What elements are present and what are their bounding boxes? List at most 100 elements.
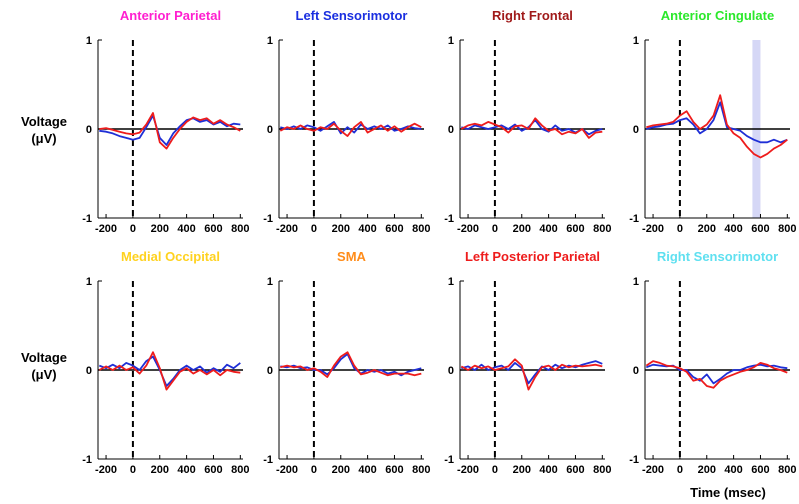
x-tick-label: 0 <box>492 223 498 235</box>
x-tick-label: 0 <box>311 223 317 235</box>
x-tick-label: 600 <box>204 464 222 476</box>
y-tick-label: -1 <box>82 213 92 225</box>
panel-6: Left Posterior Parietal 1 0 -1-200 0 200 400 60… <box>444 249 611 476</box>
y-tick-label: 0 <box>86 124 92 136</box>
x-tick-label: 200 <box>698 464 716 476</box>
x-tick-label: 200 <box>151 464 169 476</box>
series-line-1 <box>280 351 422 379</box>
x-tick-label: 200 <box>698 223 716 235</box>
x-tick-label: 600 <box>751 223 769 235</box>
x-tick-label: 600 <box>566 223 584 235</box>
x-tick-label: 600 <box>385 223 403 235</box>
x-tick-label: 600 <box>204 223 222 235</box>
x-tick-label: -200 <box>642 464 664 476</box>
y-tick-label: 0 <box>633 365 639 377</box>
x-tick-label: 800 <box>231 464 249 476</box>
panel-title: Anterior Cingulate <box>661 8 774 23</box>
panel-2: Right Frontal 1 0 -1-200 0 200 400 600 800 <box>444 8 611 235</box>
x-tick-label: 800 <box>412 464 430 476</box>
y-axis-label-bottom-line2: (μV) <box>31 367 56 382</box>
x-tick-label: 400 <box>358 223 376 235</box>
panel-7: Right Sensorimotor 1 0 -1-200 0 200 400 600 800 <box>629 249 796 476</box>
series-line-0 <box>99 114 241 146</box>
x-tick-label: 600 <box>751 464 769 476</box>
panel-title: SMA <box>337 249 367 264</box>
x-tick-label: 0 <box>130 464 136 476</box>
series-line-1 <box>279 121 422 138</box>
x-tick-label: 600 <box>566 464 584 476</box>
series-line-0 <box>646 101 788 144</box>
x-tick-label: 400 <box>539 223 557 235</box>
y-tick-label: 1 <box>633 276 639 288</box>
x-tick-label: -200 <box>276 464 298 476</box>
x-tick-label: 200 <box>332 464 350 476</box>
x-tick-label: 0 <box>492 464 498 476</box>
panel-title: Right Frontal <box>492 8 573 23</box>
series-line-1 <box>645 360 788 389</box>
series-line-1 <box>99 112 241 150</box>
y-tick-label: 0 <box>86 365 92 377</box>
y-axis-label-bottom-line1: Voltage <box>21 350 67 365</box>
x-tick-label: -200 <box>95 223 117 235</box>
panel-4: Medial Occipital 1 0 -1-200 0 200 400 600 800 <box>82 249 249 476</box>
series-line-0 <box>98 355 241 387</box>
series-line-1 <box>646 94 788 159</box>
x-tick-label: -200 <box>95 464 117 476</box>
y-tick-label: 1 <box>448 276 454 288</box>
x-tick-label: 800 <box>231 223 249 235</box>
y-tick-label: 1 <box>86 35 92 47</box>
x-tick-label: 0 <box>677 464 683 476</box>
y-axis-label-top-line1: Voltage <box>21 114 67 129</box>
y-tick-label: -1 <box>263 454 273 466</box>
panel-0: Anterior Parietal 1 0 -1-200 0 200 400 600 800 <box>82 8 249 235</box>
series-line-1 <box>98 351 241 391</box>
panel-1: Left Sensorimotor 1 0 -1-200 0 200 400 600 800 <box>263 8 430 235</box>
y-tick-label: -1 <box>444 213 454 225</box>
y-tick-label: 0 <box>633 124 639 136</box>
x-tick-label: -200 <box>457 464 479 476</box>
series-line-0 <box>645 363 788 385</box>
series-line-1 <box>460 117 603 139</box>
panel-title: Right Sensorimotor <box>657 249 778 264</box>
x-tick-label: 0 <box>677 223 683 235</box>
x-tick-label: 200 <box>151 223 169 235</box>
x-tick-label: 800 <box>778 223 796 235</box>
series-line-0 <box>461 360 603 385</box>
x-tick-label: 200 <box>513 464 531 476</box>
series-line-1 <box>460 358 603 391</box>
y-tick-label: 1 <box>267 276 273 288</box>
x-tick-label: 0 <box>311 464 317 476</box>
panel-title: Left Posterior Parietal <box>465 249 600 264</box>
y-tick-label: -1 <box>629 454 639 466</box>
panel-title: Anterior Parietal <box>120 8 221 23</box>
y-tick-label: 1 <box>86 276 92 288</box>
x-tick-label: 400 <box>177 223 195 235</box>
x-tick-label: 600 <box>385 464 403 476</box>
x-tick-label: 200 <box>332 223 350 235</box>
x-tick-label: 800 <box>593 464 611 476</box>
x-axis-label: Time (msec) <box>690 485 766 500</box>
y-tick-label: -1 <box>444 454 454 466</box>
y-tick-label: 1 <box>448 35 454 47</box>
y-tick-label: -1 <box>629 213 639 225</box>
x-tick-label: 400 <box>358 464 376 476</box>
y-tick-label: 0 <box>267 365 273 377</box>
y-tick-label: 0 <box>448 365 454 377</box>
panel-5: SMA 1 0 -1-200 0 200 400 600 800 <box>263 249 430 476</box>
x-tick-label: 800 <box>412 223 430 235</box>
panel-title: Left Sensorimotor <box>296 8 408 23</box>
x-tick-label: -200 <box>457 223 479 235</box>
x-tick-label: 800 <box>593 223 611 235</box>
x-tick-label: 400 <box>539 464 557 476</box>
x-tick-label: 0 <box>130 223 136 235</box>
x-tick-label: 800 <box>778 464 796 476</box>
y-tick-label: 0 <box>267 124 273 136</box>
x-tick-label: 400 <box>724 464 742 476</box>
x-tick-label: -200 <box>642 223 664 235</box>
panel-title: Medial Occipital <box>121 249 220 264</box>
x-tick-label: 200 <box>513 223 531 235</box>
panel-3: Anterior Cingulate 1 0 -1-200 0 200 400 600 800 <box>629 8 796 235</box>
y-axis-label-top-line2: (μV) <box>31 131 56 146</box>
